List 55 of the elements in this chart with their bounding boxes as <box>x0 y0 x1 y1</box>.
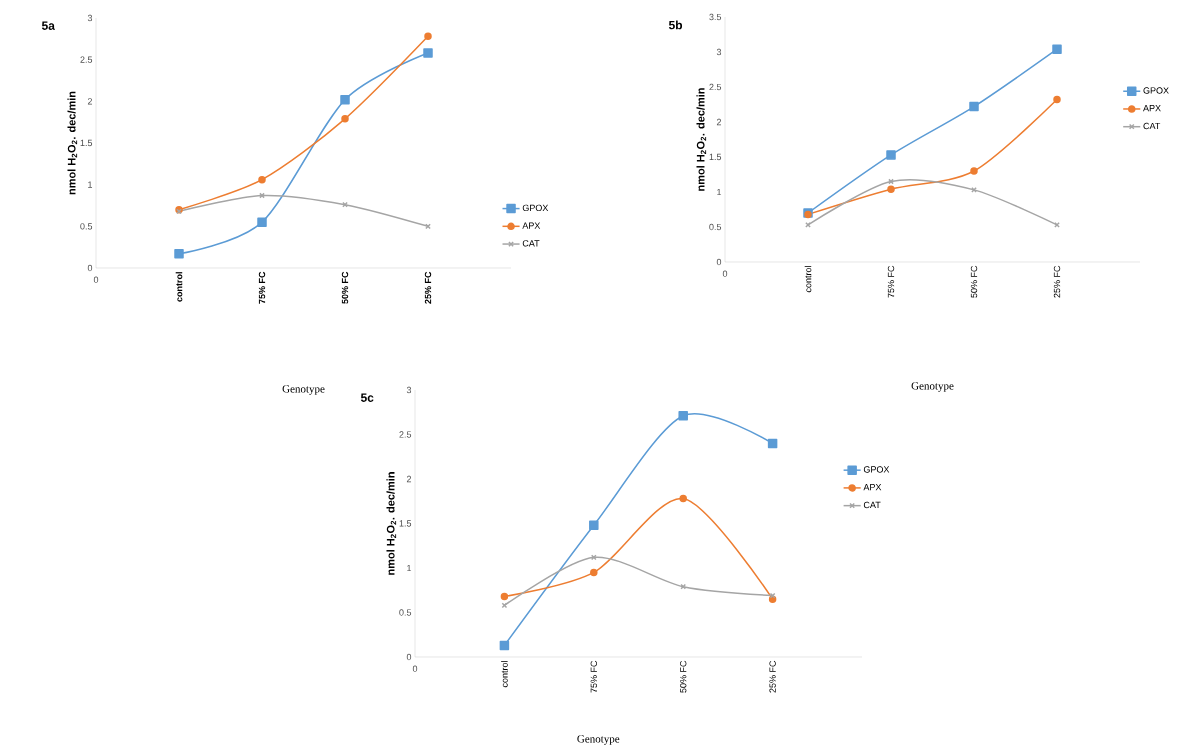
y-tick-label: 0.5 <box>399 609 412 616</box>
y-axis-title: nmol H$_{2}$O$_{2}$. dec/min <box>386 472 397 575</box>
y-tick-label: 2 <box>406 475 412 483</box>
y-tick-label: 1.5 <box>709 153 722 161</box>
x-tick-label: 25% FC <box>769 660 776 693</box>
y-tick-label: 0 <box>87 264 93 272</box>
y-tick-label: 3 <box>87 14 93 22</box>
y-tick-label: 1.5 <box>80 139 93 147</box>
y-tick-label: 3.5 <box>709 13 722 21</box>
y-tick-label: 1 <box>407 564 412 572</box>
y-tick-label: 1 <box>88 181 93 188</box>
y-tick-label: 2.5 <box>80 56 93 63</box>
legend-label: CAT <box>1143 122 1161 130</box>
legend-label: APX <box>1143 105 1161 112</box>
x-tick-label: 75% FC <box>590 660 597 693</box>
y-tick-label: 3 <box>406 386 412 394</box>
legend-label: GPOX <box>1143 87 1169 94</box>
x-tick-label: 25% FC <box>1053 265 1061 298</box>
chart-title: 5c <box>360 393 374 402</box>
chart-title: 5b <box>668 20 683 30</box>
legend-label: GPOX <box>863 466 890 473</box>
x-tick-label: control <box>804 266 812 293</box>
legend-label: CAT <box>863 501 881 509</box>
legend-label: APX <box>863 484 882 491</box>
y-tick-label: 3 <box>716 48 722 56</box>
x-tick-label: 75% FC <box>258 271 266 304</box>
legend-label: GPOX <box>522 204 549 212</box>
y-tick-label: 1 <box>717 188 722 196</box>
text: 0 <box>722 270 728 277</box>
x-axis-title: Genotype <box>577 735 620 745</box>
x-axis-title: Genotype <box>911 382 954 392</box>
x-tick-label: 75% FC <box>887 265 895 298</box>
y-axis-title: nmol H$_{2}$O$_{2}$. dec/min <box>696 88 707 191</box>
text: 0 <box>412 665 418 672</box>
y-tick-label: 2.5 <box>709 83 722 91</box>
x-tick-label: 50% FC <box>970 265 978 298</box>
y-tick-label: 2 <box>87 98 93 105</box>
y-tick-label: 2.5 <box>399 431 412 438</box>
text: 0 <box>93 276 99 283</box>
x-axis-title: Genotype <box>282 385 325 395</box>
x-tick-label: control <box>175 272 183 302</box>
y-axis-title: nmol H$_{2}$O$_{2}$. dec/min <box>67 91 78 195</box>
x-tick-label: 25% FC <box>424 271 432 304</box>
x-tick-label: 50% FC <box>680 660 687 693</box>
x-tick-label: 50% FC <box>341 271 349 304</box>
x-tick-label: control <box>501 661 508 688</box>
legend-label: APX <box>522 222 541 229</box>
y-tick-label: 0 <box>406 653 412 661</box>
y-tick-label: 1.5 <box>399 520 412 527</box>
y-tick-label: 0.5 <box>709 223 722 231</box>
chart-title: 5a <box>41 21 55 30</box>
y-tick-label: 0.5 <box>80 223 93 230</box>
y-tick-label: 0 <box>716 258 722 266</box>
y-tick-label: 2 <box>716 118 722 126</box>
legend-label: CAT <box>522 240 540 247</box>
